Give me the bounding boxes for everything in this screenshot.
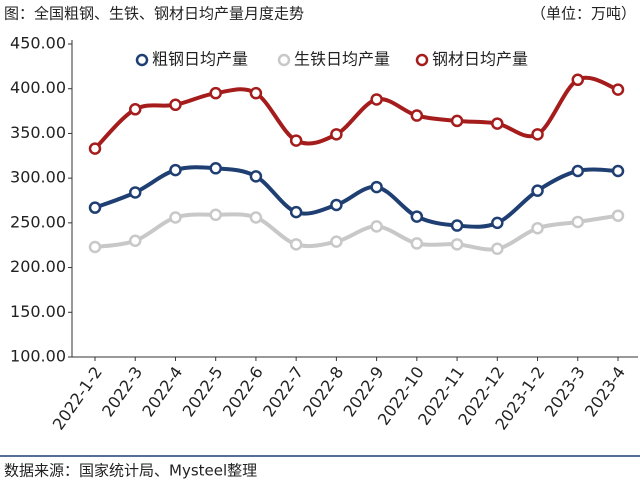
point xyxy=(289,205,303,219)
y-tick-label: 200.00 xyxy=(10,257,66,276)
point xyxy=(209,208,222,222)
point xyxy=(450,114,464,128)
y-tick-label: 450.00 xyxy=(10,34,66,53)
y-tick-label: 150.00 xyxy=(10,302,66,321)
point xyxy=(410,109,424,122)
y-tick-label: 350.00 xyxy=(10,123,66,142)
chart-title: 图：全国粗钢、生铁、钢材日均产量月度走势 xyxy=(4,5,304,23)
point xyxy=(249,86,263,100)
point xyxy=(571,215,585,229)
point xyxy=(611,164,625,178)
x-tick-label: 2022-6 xyxy=(219,363,267,420)
point xyxy=(491,216,504,230)
point xyxy=(88,240,102,254)
point xyxy=(491,117,504,130)
point xyxy=(571,164,585,178)
legend-label: 生铁日均产量 xyxy=(294,50,390,69)
x-tick-label: 2022-3 xyxy=(98,363,146,420)
point xyxy=(330,235,343,248)
x-tick-label: 2022-7 xyxy=(259,363,307,420)
point xyxy=(289,238,303,251)
point xyxy=(289,134,303,147)
point xyxy=(249,170,263,183)
point xyxy=(330,198,343,212)
y-tick-label: 250.00 xyxy=(10,212,66,231)
point xyxy=(571,73,585,87)
point xyxy=(249,211,263,224)
point xyxy=(209,162,222,175)
unit-label: （单位：万吨） xyxy=(531,5,636,23)
x-tick-label: 2022-1-2 xyxy=(49,363,106,433)
x-tick-label: 2023-3 xyxy=(541,363,589,420)
point xyxy=(330,128,343,141)
legend-marker xyxy=(277,53,291,67)
x-tick-label: 2022-4 xyxy=(138,363,186,420)
point xyxy=(410,237,424,250)
point xyxy=(531,128,544,141)
legend-label: 钢材日均产量 xyxy=(432,50,528,69)
x-tick-label: 2022-8 xyxy=(299,363,347,420)
legend-marker xyxy=(135,53,149,67)
x-tick-label: 2022-5 xyxy=(179,363,227,420)
y-tick-label: 300.00 xyxy=(10,168,66,187)
point xyxy=(531,184,544,197)
point xyxy=(169,98,182,112)
point xyxy=(531,221,544,235)
point xyxy=(128,103,142,116)
point xyxy=(128,186,142,199)
legend-label: 粗钢日均产量 xyxy=(152,50,248,69)
point xyxy=(209,86,222,100)
point xyxy=(370,180,383,194)
source: 数据来源：国家统计局、Mysteel整理 xyxy=(4,462,257,480)
y-tick-label: 400.00 xyxy=(10,78,66,97)
point xyxy=(128,234,142,247)
point xyxy=(611,83,625,96)
x-tick-label: 2023-4 xyxy=(581,363,629,420)
point xyxy=(370,220,383,233)
point xyxy=(611,209,625,222)
point xyxy=(491,242,504,256)
point xyxy=(169,163,182,177)
legend-marker xyxy=(415,53,429,67)
point xyxy=(370,93,383,106)
point xyxy=(410,210,424,223)
point xyxy=(88,201,102,214)
point xyxy=(88,142,102,155)
y-tick-label: 100.00 xyxy=(10,347,66,366)
point xyxy=(450,238,464,251)
point xyxy=(450,219,464,232)
point xyxy=(169,211,182,224)
